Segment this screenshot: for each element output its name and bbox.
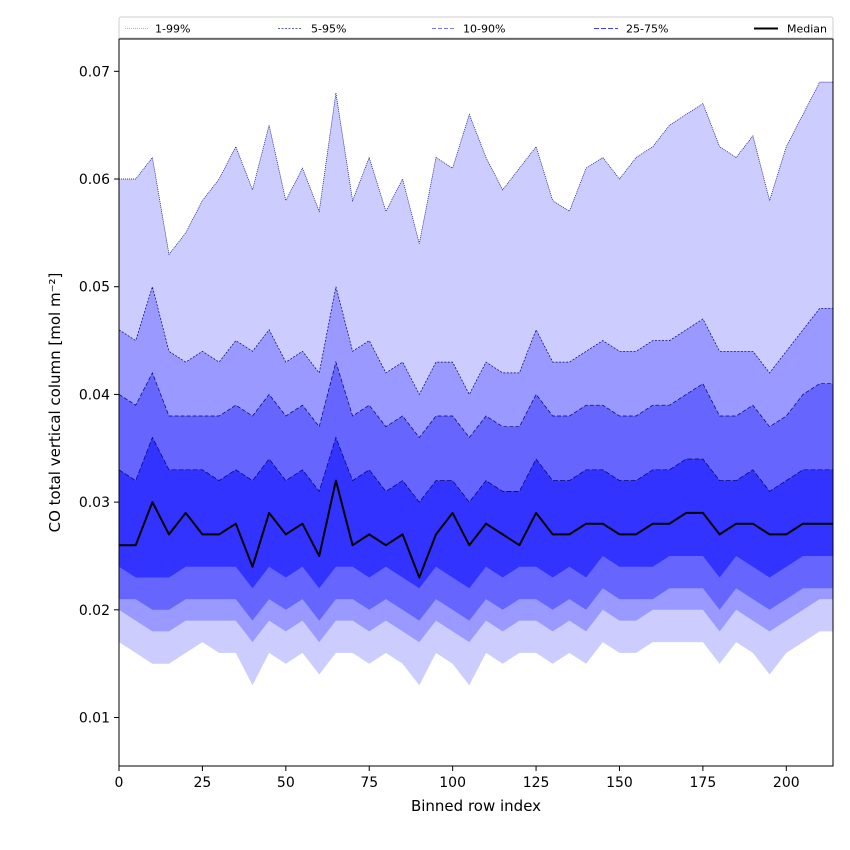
x-tick-label: 125: [523, 775, 550, 791]
legend-5-95-label: 5-95%: [311, 23, 346, 36]
y-tick-label: 0.06: [79, 172, 110, 188]
axes: 0 25 50 75 100 125 150 175 200 0.01 0.02 0.03 0.04 0.…: [79, 38, 834, 791]
x-tick-label: 50: [277, 775, 295, 791]
median-line: [119, 479, 833, 579]
band-25-75-upper-edge: [118, 436, 833, 503]
band-5-95-upper-edge: [118, 285, 833, 396]
x-tick-label: 150: [606, 775, 633, 791]
y-tick-label: 0.05: [79, 280, 110, 296]
y-tick-label: 0.07: [79, 64, 110, 80]
y-axis-label: CO total vertical column [mol m⁻²]: [46, 273, 64, 533]
legend-median-label: Median: [787, 23, 827, 36]
plot-frame: [118, 38, 834, 767]
x-tick-label: 75: [360, 775, 378, 791]
y-tick-label: 0.03: [79, 495, 110, 511]
y-tick-label: 0.04: [79, 387, 110, 403]
x-tick-label: 25: [193, 775, 211, 791]
x-axis-label: Binned row index: [411, 797, 541, 815]
x-tick-label: 0: [115, 775, 124, 791]
legend-10-90-label: 10-90%: [463, 23, 505, 36]
band-25-75-fill: [119, 437, 833, 589]
x-tick-label: 200: [773, 775, 800, 791]
legend-1-99-label: 1-99%: [155, 23, 190, 36]
legend-25-75-label: 25-75%: [626, 23, 668, 36]
y-tick-label: 0.02: [79, 603, 110, 619]
x-tick-label: 175: [690, 775, 717, 791]
legend: 1-99% 5-95% 10-90% 25-75% Median: [118, 16, 834, 39]
plot-area: [118, 81, 833, 686]
y-tick-label: 0.01: [79, 711, 110, 727]
x-tick-label: 100: [439, 775, 466, 791]
band-10-90-upper-edge: [118, 360, 833, 439]
legend-box: [118, 16, 834, 39]
